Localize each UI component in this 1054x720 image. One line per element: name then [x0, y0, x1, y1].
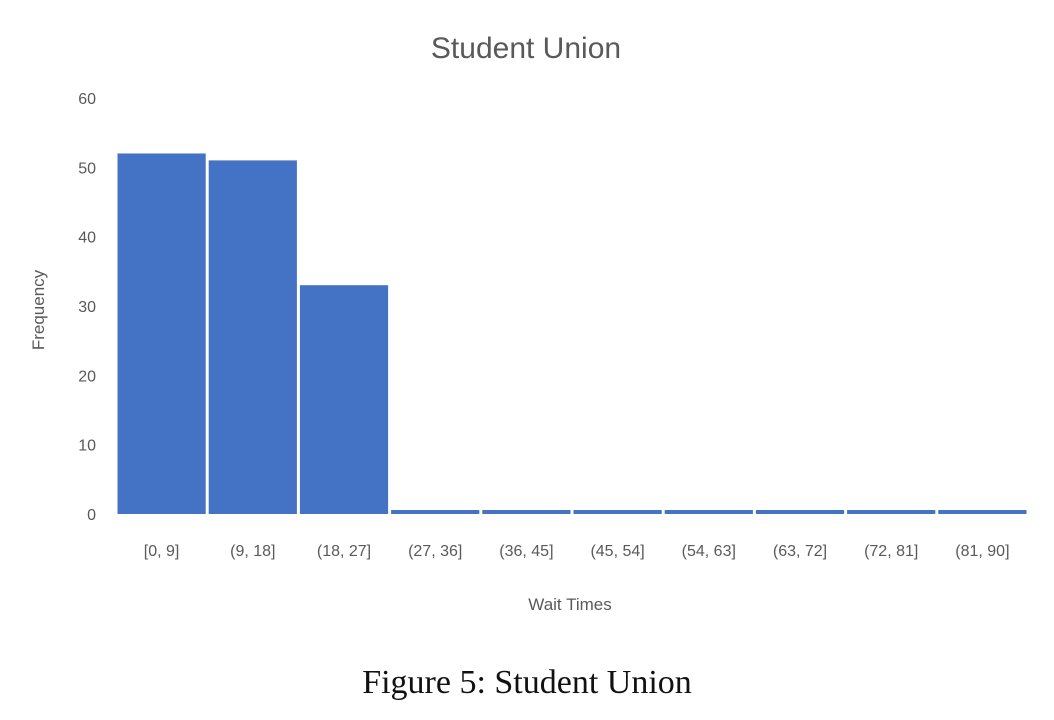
histogram-bar	[299, 285, 389, 514]
y-tick-label: 30	[78, 299, 96, 316]
histogram-bar	[755, 510, 845, 514]
x-tick-label: (81, 90]	[955, 543, 1009, 560]
y-axis-ticks: 0 10 20 30 40 50 60	[78, 91, 96, 524]
x-tick-label: (54, 63]	[682, 543, 736, 560]
histogram-bar	[117, 153, 206, 514]
histogram-bar	[938, 510, 1027, 514]
histogram-chart: Student Union Wait Times Frequency 0 10 20…	[29, 32, 1027, 614]
y-tick-label: 20	[78, 368, 96, 385]
x-tick-label: (45, 54]	[590, 543, 644, 560]
x-tick-label: (9, 18]	[230, 543, 275, 560]
x-axis-ticks: [0, 9] (9, 18] (18, 27] (27, 36] (36, 45] (45…	[144, 543, 1010, 560]
x-tick-label: (72, 81]	[864, 543, 918, 560]
x-axis-title: Wait Times	[528, 595, 611, 614]
chart-panel: Student Union Wait Times Frequency 0 10 20…	[4, 4, 1048, 632]
x-tick-label: (36, 45]	[499, 543, 553, 560]
y-axis-title: Frequency	[29, 269, 48, 350]
y-tick-label: 0	[87, 507, 96, 524]
x-tick-label: [0, 9]	[144, 543, 180, 560]
bars-group	[117, 153, 1027, 514]
histogram-bar	[391, 510, 480, 514]
y-tick-label: 40	[78, 230, 96, 247]
chart-title: Student Union	[431, 32, 621, 65]
figure-caption: Figure 5: Student Union	[362, 664, 692, 701]
histogram-bar	[208, 160, 297, 514]
histogram-bar	[847, 510, 936, 514]
x-tick-label: (18, 27]	[317, 543, 371, 560]
histogram-bar	[482, 510, 571, 514]
x-tick-label: (27, 36]	[408, 543, 462, 560]
histogram-bar	[573, 510, 662, 514]
histogram-bar	[664, 510, 753, 514]
y-tick-label: 60	[78, 91, 96, 108]
y-tick-label: 50	[78, 160, 96, 177]
y-tick-label: 10	[78, 438, 96, 455]
x-tick-label: (63, 72]	[773, 543, 827, 560]
